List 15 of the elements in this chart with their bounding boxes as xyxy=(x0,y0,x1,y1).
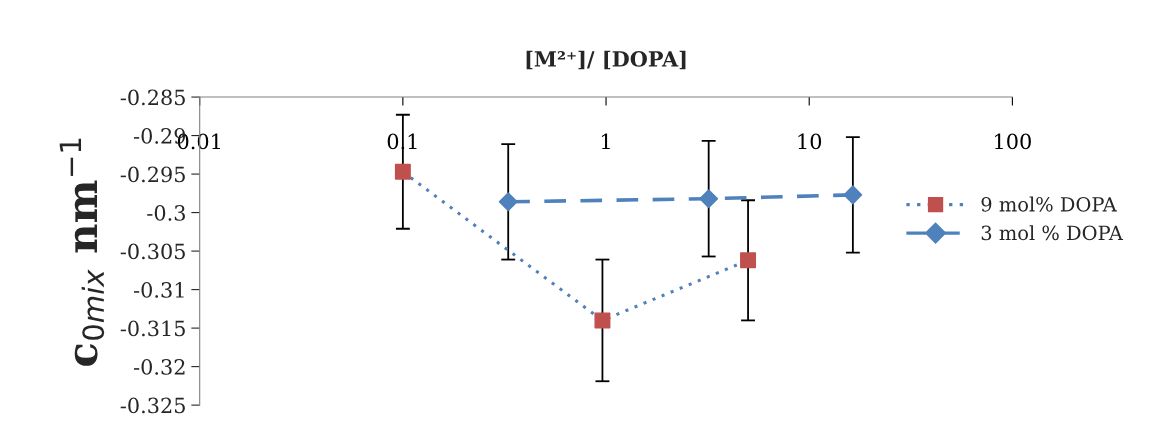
y-tick-label: -0.285 xyxy=(120,89,185,106)
y-tick-label: -0.32 xyxy=(133,359,185,375)
y-tick-label: -0.305 xyxy=(120,243,185,260)
y-tick-label: -0.31 xyxy=(133,282,184,298)
legend-label: 3 mol % DOPA xyxy=(981,225,1124,241)
y-tick-label: -0.315 xyxy=(120,320,185,337)
x-tick-label: 100 xyxy=(995,133,1031,150)
x-axis-title: [M²⁺]/ [DOPA] xyxy=(526,50,686,70)
y-tick-label: -0.295 xyxy=(120,166,185,183)
legend-label: 9 mol% DOPA xyxy=(981,196,1117,212)
x-tick-label: 10 xyxy=(798,133,822,150)
y-tick-label: -0.325 xyxy=(120,397,185,414)
y-axis-title: c$_{0mix}$ nm$^{−1}$ xyxy=(59,138,105,366)
y-tick-label: -0.3 xyxy=(147,205,185,221)
x-tick-label: 1 xyxy=(601,133,610,149)
